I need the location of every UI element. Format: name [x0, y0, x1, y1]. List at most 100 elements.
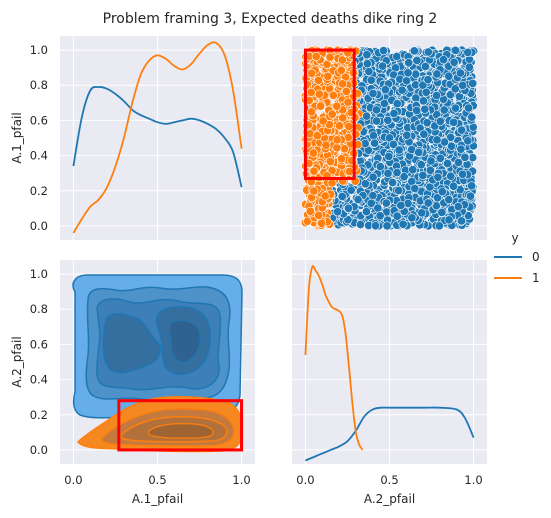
scatter-point-1	[309, 186, 319, 196]
scatter-point-0	[411, 69, 421, 79]
scatter-point-0	[375, 211, 385, 221]
scatter-point-1	[311, 51, 321, 61]
scatter-point-0	[458, 80, 468, 90]
scatter-point-1	[325, 157, 335, 167]
scatter-point-0	[432, 135, 442, 145]
figure-title: Problem framing 3, Expected deaths dike …	[103, 11, 438, 27]
y-axis-label-a2: A.2_pfail	[10, 336, 24, 387]
scatter-point-0	[397, 85, 407, 95]
scatter-point-0	[378, 46, 388, 56]
y-tick-label: 0.6	[30, 113, 48, 127]
scatter-point-0	[439, 105, 449, 115]
scatter-point-0	[394, 186, 404, 196]
scatter-point-0	[403, 68, 413, 78]
scatter-point-1	[314, 89, 324, 99]
scatter-point-1	[321, 140, 331, 150]
scatter-point-0	[372, 116, 382, 126]
scatter-point-1	[341, 86, 351, 96]
scatter-point-0	[437, 187, 447, 197]
scatter-point-1	[316, 101, 326, 111]
scatter-point-0	[407, 213, 417, 223]
scatter-point-0	[423, 47, 433, 57]
scatter-point-0	[388, 139, 398, 149]
scatter-point-0	[371, 105, 381, 115]
scatter-point-1	[332, 101, 342, 111]
y-axis-label-a1: A.1_pfail	[10, 112, 24, 163]
scatter-point-1	[338, 113, 348, 123]
highlight-box-kde2d	[117, 399, 244, 452]
scatter-point-0	[362, 50, 372, 60]
scatter-point-0	[434, 221, 444, 231]
scatter-point-0	[446, 141, 456, 151]
scatter-point-0	[421, 87, 431, 97]
y-tick-label: 0.2	[30, 408, 48, 422]
scatter-point-0	[457, 125, 467, 135]
scatter-point-1	[345, 167, 355, 177]
scatter-point-0	[409, 46, 419, 56]
scatter-point-0	[426, 156, 436, 166]
y-tick-label: 0.8	[30, 302, 48, 316]
x-tick-label: 1.0	[232, 473, 250, 487]
scatter-point-1	[317, 218, 327, 228]
y-tick-label: 0.0	[30, 219, 48, 233]
y-tick-label: 0.2	[30, 184, 48, 198]
scatter-point-0	[420, 61, 430, 71]
scatter-point-0	[453, 158, 463, 168]
scatter-point-0	[402, 130, 412, 140]
scatter-point-0	[366, 198, 376, 208]
scatter-point-0	[360, 179, 370, 189]
scatter-point-1	[344, 122, 354, 132]
scatter-point-0	[446, 171, 456, 181]
scatter-point-0	[438, 55, 448, 65]
scatter-point-0	[444, 195, 454, 205]
scatter-point-1	[332, 135, 342, 145]
kde-line-1	[72, 41, 243, 234]
scatter-point-0	[412, 55, 422, 65]
scatter-point-0	[435, 116, 445, 126]
scatter-point-1	[323, 71, 333, 81]
scatter-point-1	[343, 97, 353, 107]
scatter-point-1	[313, 75, 323, 85]
scatter-point-0	[368, 172, 378, 182]
scatter-point-0	[423, 198, 433, 208]
scatter-point-0	[343, 203, 353, 213]
scatter-point-0	[419, 129, 429, 139]
scatter-point-0	[458, 169, 468, 179]
scatter-point-0	[464, 103, 474, 113]
x-tick-label: 0.5	[148, 473, 166, 487]
scatter-point-0	[384, 151, 394, 161]
scatter-point-0	[378, 61, 388, 71]
scatter-point-0	[418, 96, 428, 106]
scatter-point-0	[456, 144, 466, 154]
scatter-point-0	[375, 162, 385, 172]
scatter-point-0	[463, 47, 473, 57]
scatter-point-0	[444, 215, 454, 225]
scatter-point-0	[408, 165, 418, 175]
scatter-point-0	[381, 198, 391, 208]
scatter-point-0	[450, 84, 460, 94]
scatter-point-0	[364, 67, 374, 77]
scatter-point-0	[445, 90, 455, 100]
scatter-point-0	[370, 221, 380, 231]
scatter-point-0	[346, 185, 356, 195]
scatter-point-0	[368, 131, 378, 141]
kde2d-class1-contour-4	[147, 423, 214, 439]
scatter-point-1	[339, 144, 349, 154]
scatter-point-0	[439, 137, 449, 147]
scatter-a2-vs-a1	[300, 45, 479, 231]
scatter-point-0	[333, 207, 343, 217]
scatter-point-0	[404, 58, 414, 68]
scatter-point-1	[318, 116, 328, 126]
scatter-point-1	[308, 148, 318, 158]
scatter-point-0	[420, 104, 430, 114]
y-tick-label: 1.0	[30, 267, 48, 281]
scatter-point-0	[468, 78, 478, 88]
scatter-point-0	[442, 159, 452, 169]
scatter-point-0	[380, 85, 390, 95]
scatter-point-0	[337, 192, 347, 202]
scatter-point-1	[327, 178, 337, 188]
scatter-point-1	[328, 90, 338, 100]
scatter-point-0	[467, 181, 477, 191]
scatter-point-0	[392, 51, 402, 61]
scatter-point-0	[382, 221, 392, 231]
